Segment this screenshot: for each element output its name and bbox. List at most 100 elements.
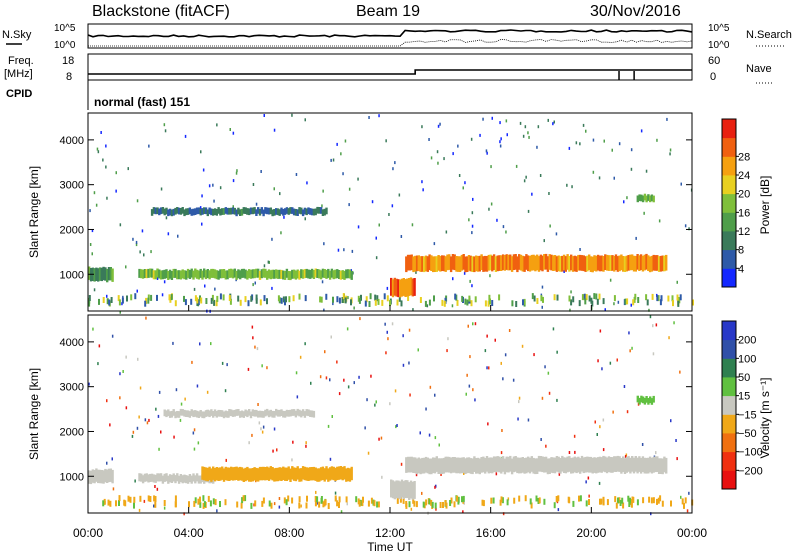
ground-scatter-point bbox=[288, 296, 291, 303]
ground-scatter-point bbox=[430, 499, 433, 506]
echo-cell bbox=[226, 207, 229, 215]
echo-cell bbox=[390, 479, 393, 498]
noise-point bbox=[201, 194, 203, 198]
ground-scatter-point bbox=[174, 300, 177, 307]
noise-point bbox=[474, 398, 476, 402]
echo-cell bbox=[257, 468, 260, 482]
noise-point bbox=[517, 417, 519, 421]
echo-cell bbox=[527, 255, 530, 272]
noise-point bbox=[402, 334, 404, 338]
echo-cell bbox=[194, 208, 197, 215]
echo-cell bbox=[172, 409, 175, 416]
ground-scatter-point bbox=[683, 502, 685, 509]
beam-title: Beam 19 bbox=[356, 3, 420, 20]
noise-point bbox=[482, 117, 484, 121]
echo-cell bbox=[639, 457, 643, 474]
noise-point bbox=[201, 222, 203, 226]
ground-scatter-point bbox=[462, 495, 465, 502]
freq-tick-hi: 18 bbox=[62, 55, 74, 67]
noise-point bbox=[518, 400, 520, 404]
echo-cell bbox=[300, 207, 303, 215]
echo-cell bbox=[147, 474, 150, 483]
ground-scatter-point bbox=[642, 497, 645, 504]
noise-point bbox=[135, 243, 138, 247]
noise-point bbox=[527, 418, 530, 422]
echo-cell bbox=[323, 468, 326, 482]
echo-cell bbox=[221, 410, 224, 417]
ground-scatter-point bbox=[210, 297, 213, 304]
noise-point bbox=[334, 491, 337, 495]
noise-point bbox=[132, 430, 135, 434]
echo-cell bbox=[489, 457, 492, 474]
noise-point bbox=[490, 165, 492, 169]
ground-scatter-point bbox=[428, 299, 431, 306]
noise-point bbox=[225, 458, 227, 462]
noise-point bbox=[115, 171, 117, 175]
noise-point bbox=[158, 390, 161, 394]
echo-cell bbox=[638, 397, 641, 405]
ground-scatter-point bbox=[679, 294, 682, 301]
noise-point bbox=[351, 249, 354, 253]
echo-cell bbox=[600, 255, 603, 272]
echo-cell bbox=[659, 458, 663, 474]
echo-cell bbox=[203, 466, 206, 481]
noise-point bbox=[602, 448, 605, 452]
noise-tick-right-hi: 10^5 bbox=[708, 23, 730, 34]
colorbar-swatch bbox=[722, 321, 736, 341]
colorbar-tick-label: 50 bbox=[738, 372, 750, 384]
colorbar-swatch bbox=[722, 175, 736, 195]
echo-cell bbox=[269, 207, 272, 215]
echo-cell bbox=[346, 269, 350, 279]
echo-cell bbox=[301, 269, 305, 279]
colorbar-swatch bbox=[722, 268, 736, 288]
echo-cell bbox=[246, 410, 249, 418]
noise-point bbox=[158, 447, 160, 451]
echo-cell bbox=[573, 456, 576, 473]
echo-cell bbox=[543, 456, 546, 473]
echo-cell bbox=[414, 255, 417, 272]
noise-point bbox=[348, 187, 351, 191]
echo-cell bbox=[307, 467, 310, 481]
echo-cell bbox=[235, 409, 238, 416]
echo-cell bbox=[402, 481, 405, 499]
echo-cell bbox=[330, 466, 334, 480]
colorbar-swatch bbox=[722, 451, 736, 471]
echo-cell bbox=[426, 256, 429, 272]
echo-cell bbox=[641, 195, 645, 203]
echo-cell bbox=[411, 481, 414, 500]
power-plot bbox=[88, 113, 694, 314]
echo-cell bbox=[473, 256, 476, 273]
echo-cell bbox=[285, 268, 289, 278]
echo-cell bbox=[530, 254, 533, 271]
ground-scatter-point bbox=[617, 497, 619, 504]
noise-point bbox=[184, 134, 187, 138]
echo-cell bbox=[419, 458, 422, 475]
echo-cell bbox=[423, 457, 426, 474]
ground-scatter-point bbox=[536, 298, 539, 304]
noise-point bbox=[156, 277, 159, 280]
noise-point bbox=[643, 211, 645, 215]
echo-cell bbox=[156, 207, 159, 215]
ground-scatter-point bbox=[325, 293, 328, 300]
echo-cell bbox=[557, 456, 560, 473]
ground-scatter-point bbox=[588, 295, 591, 302]
ground-scatter-point bbox=[224, 499, 227, 506]
ground-scatter-point bbox=[457, 498, 460, 505]
echo-cell bbox=[199, 208, 202, 216]
noise-point bbox=[197, 441, 200, 445]
echo-cell bbox=[163, 269, 166, 279]
ground-scatter-point bbox=[377, 501, 380, 508]
noise-point bbox=[469, 355, 471, 359]
echo-cell bbox=[629, 254, 632, 271]
ground-scatter-point bbox=[433, 295, 435, 302]
noise-point bbox=[89, 243, 92, 246]
echo-cell bbox=[397, 279, 400, 298]
echo-cell bbox=[341, 466, 344, 481]
noise-point bbox=[105, 165, 107, 169]
echo-cell bbox=[639, 254, 643, 270]
echo-cell bbox=[255, 268, 258, 278]
echo-cell bbox=[217, 467, 220, 481]
noise-point bbox=[232, 205, 234, 209]
colorbar-tick-label: 15 bbox=[738, 391, 750, 403]
noise-point bbox=[96, 147, 99, 151]
